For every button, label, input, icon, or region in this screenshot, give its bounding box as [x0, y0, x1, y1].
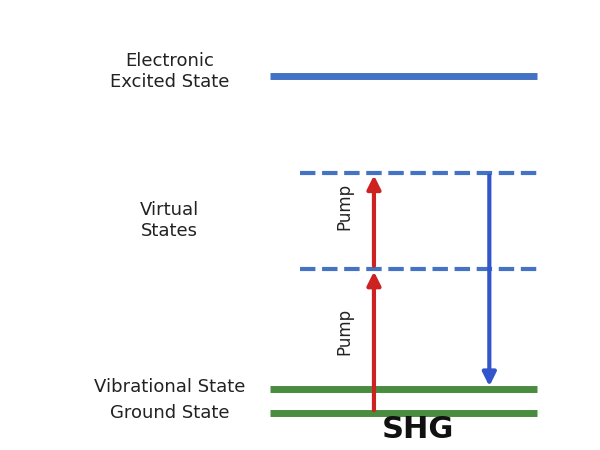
Text: SHG: SHG	[382, 415, 455, 445]
Text: Electronic
Excited State: Electronic Excited State	[110, 52, 230, 91]
Text: Pump: Pump	[335, 308, 353, 355]
Text: Pump: Pump	[335, 183, 353, 230]
Text: Vibrational State: Vibrational State	[94, 378, 245, 396]
Text: Ground State: Ground State	[110, 404, 230, 422]
Text: Virtual
States: Virtual States	[140, 201, 199, 240]
